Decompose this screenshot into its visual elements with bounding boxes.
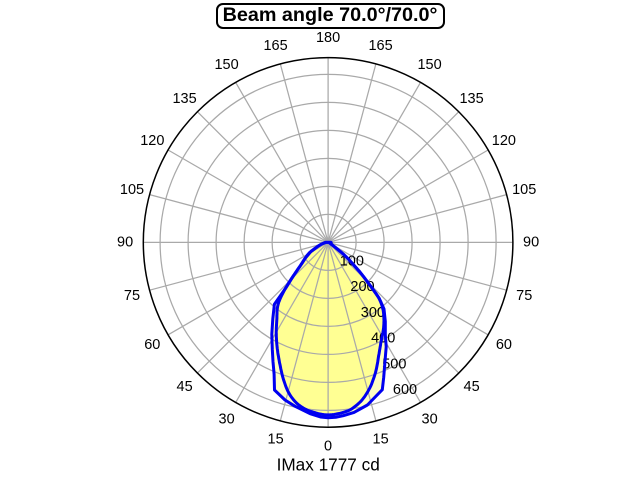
- svg-text:75: 75: [516, 288, 532, 304]
- svg-text:105: 105: [120, 182, 144, 198]
- svg-text:0: 0: [324, 439, 332, 455]
- svg-text:150: 150: [417, 57, 441, 73]
- svg-text:120: 120: [140, 133, 164, 149]
- svg-text:135: 135: [172, 91, 196, 107]
- svg-text:105: 105: [512, 182, 536, 198]
- svg-text:150: 150: [214, 57, 238, 73]
- svg-text:165: 165: [368, 38, 392, 54]
- svg-text:300: 300: [361, 305, 385, 321]
- svg-text:500: 500: [382, 356, 406, 372]
- svg-text:45: 45: [464, 379, 480, 395]
- svg-text:IMax 1777 cd: IMax 1777 cd: [277, 454, 380, 474]
- svg-text:60: 60: [144, 337, 160, 353]
- svg-text:15: 15: [373, 432, 389, 448]
- svg-text:75: 75: [124, 288, 140, 304]
- svg-text:90: 90: [117, 235, 133, 251]
- svg-text:90: 90: [523, 235, 539, 251]
- svg-text:180: 180: [316, 30, 340, 46]
- svg-text:600: 600: [393, 382, 417, 398]
- svg-text:120: 120: [492, 133, 516, 149]
- svg-text:30: 30: [422, 411, 438, 427]
- svg-text:30: 30: [219, 411, 235, 427]
- svg-text:15: 15: [268, 432, 284, 448]
- svg-text:400: 400: [371, 331, 395, 347]
- svg-text:60: 60: [496, 337, 512, 353]
- svg-text:165: 165: [263, 38, 287, 54]
- svg-text:45: 45: [177, 379, 193, 395]
- svg-text:135: 135: [459, 91, 483, 107]
